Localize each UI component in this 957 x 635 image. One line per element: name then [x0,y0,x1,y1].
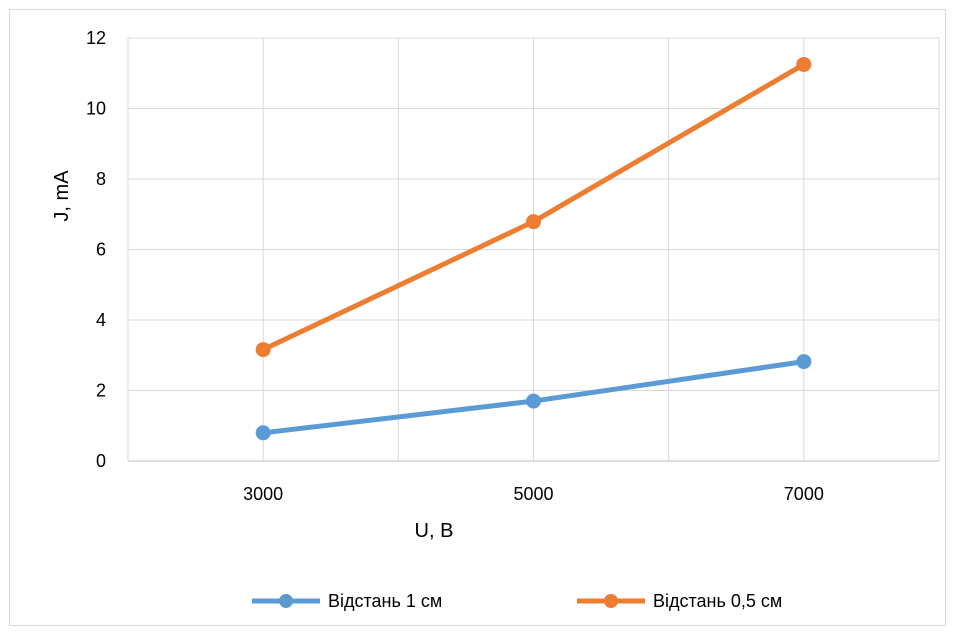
legend-label: Відстань 1 см [328,591,442,611]
legend-label: Відстань 0,5 см [653,591,782,611]
y-tick-label: 0 [96,451,106,471]
y-tick-label: 8 [96,169,106,189]
y-tick-label: 4 [96,310,106,330]
y-tick-label: 10 [86,99,106,119]
series-group [255,56,812,441]
data-point [796,354,812,370]
y-axis-title: J, mA [51,170,73,222]
legend-marker [279,594,293,608]
x-tick-label: 7000 [784,484,824,504]
data-point [255,425,271,441]
x-tick-label: 5000 [513,484,553,504]
y-tick-label: 12 [86,28,106,48]
x-tick-label: 3000 [243,484,283,504]
gridlines [127,37,940,462]
data-point [255,342,271,358]
x-tick-labels: 3000 5000 7000 [243,484,824,504]
y-tick-labels: 0 2 4 6 8 10 12 [86,28,106,471]
data-point [526,393,541,409]
y-tick-label: 2 [96,381,106,401]
chart-frame [9,9,946,626]
data-point [526,214,541,230]
legend: Відстань 1 см Відстань 0,5 см [252,591,782,611]
legend-marker [604,594,618,608]
y-tick-label: 6 [96,240,106,260]
data-point [796,56,812,72]
x-axis-title: U, В [415,520,454,542]
